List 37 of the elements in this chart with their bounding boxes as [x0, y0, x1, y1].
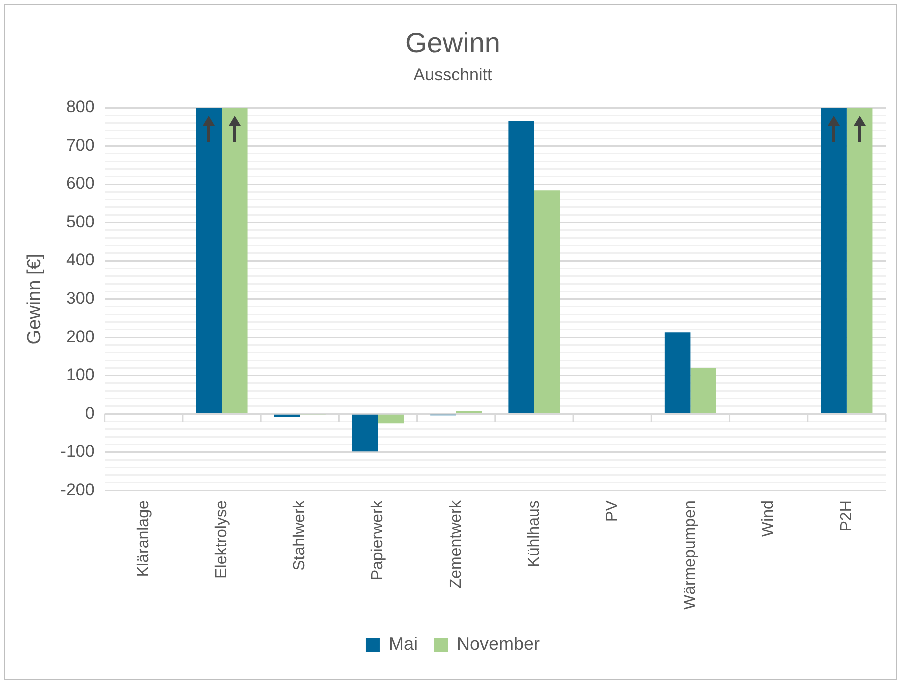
- x-tick-label: Kläranlage: [135, 500, 152, 578]
- bar: [846, 108, 873, 414]
- chart-subtitle: Ausschnitt: [414, 65, 492, 84]
- bar: [378, 414, 404, 424]
- bar: [508, 121, 534, 414]
- y-tick-label: 300: [66, 289, 95, 308]
- y-tick-label: -100: [60, 442, 95, 462]
- x-tick-label: Kühlhaus: [526, 500, 543, 568]
- bar: [196, 108, 222, 414]
- y-axis-title: Gewinn [€]: [24, 254, 46, 345]
- x-tick-label: Zementwerk: [448, 500, 465, 589]
- chart-title: Gewinn: [406, 28, 500, 59]
- x-tick-label: PV: [604, 500, 621, 522]
- y-tick-label: -200: [60, 480, 95, 500]
- y-tick-label: 200: [66, 327, 95, 346]
- bar: [274, 414, 300, 418]
- y-tick-label: 400: [66, 250, 95, 270]
- y-tick-label: 700: [66, 136, 95, 155]
- y-tick-label: 800: [66, 98, 95, 117]
- x-tick-label: P2H: [838, 500, 856, 532]
- y-tick-label: 0: [85, 404, 95, 423]
- legend-label: Mai: [388, 634, 418, 654]
- y-tick-label: 500: [66, 212, 95, 232]
- legend-label: November: [456, 634, 540, 654]
- bar: [664, 332, 691, 414]
- bar: [352, 414, 378, 452]
- x-tick-label: Wind: [760, 500, 778, 538]
- x-tick-label: Papierwerk: [370, 500, 387, 581]
- bar: [690, 368, 716, 414]
- x-tick-label: Elektrolyse: [213, 500, 230, 579]
- bar: [534, 190, 560, 414]
- x-tick-label: Wärmepumpen: [682, 500, 700, 610]
- bar: [222, 108, 248, 414]
- y-tick-label: 100: [66, 366, 95, 385]
- x-tick-label: Stahlwerk: [292, 500, 309, 571]
- bar: [821, 108, 847, 414]
- y-tick-label: 600: [66, 174, 95, 194]
